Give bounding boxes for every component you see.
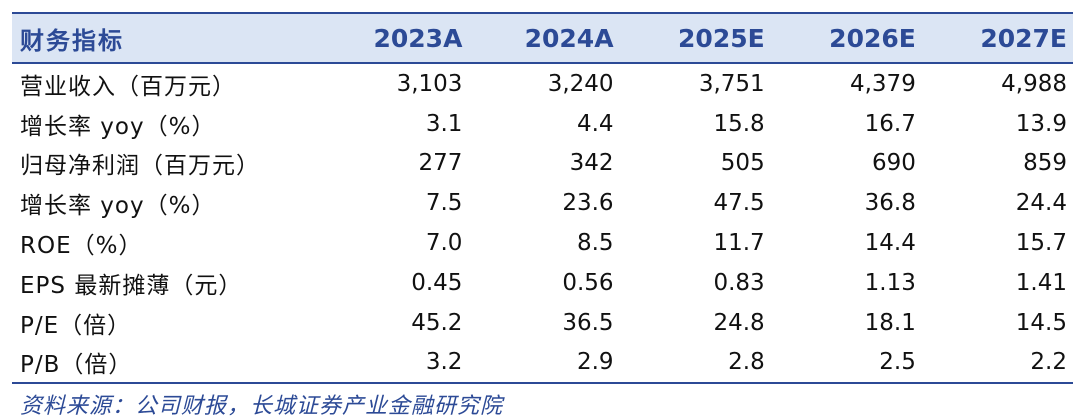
table-cell: 14.4 [864, 230, 916, 257]
table-cell: 4.4 [576, 110, 614, 137]
table-cell: 16.7 [864, 110, 916, 137]
table-cell: 14.5 [1015, 309, 1067, 336]
header-year-2024a: 2024A [524, 23, 614, 53]
table-cell: 2.9 [576, 349, 614, 376]
row-label: 营业收入（百万元） [20, 73, 236, 100]
row-label: ROE（%） [20, 233, 143, 260]
table-row: P/E（倍） 45.2 36.5 24.8 18.1 14.5 [12, 303, 1073, 343]
table-cell: 23.6 [562, 190, 614, 217]
table-cell: 1.41 [1015, 269, 1067, 296]
table-cell: 2.8 [728, 349, 765, 376]
header-year-2027e: 2027E [980, 23, 1067, 53]
table-cell: 24.8 [713, 309, 765, 336]
table-cell: 0.56 [562, 269, 614, 296]
table-cell: 0.45 [411, 269, 463, 296]
header-row: 财务指标 2023A 2024A 2025E 2026E 2027E [12, 13, 1073, 63]
table-cell: 3,103 [396, 70, 463, 97]
table-cell: 3,240 [547, 70, 614, 97]
row-label: 归母净利润（百万元） [20, 153, 260, 180]
source-note: 资料来源：公司财报，长城证券产业金融研究院 [20, 394, 504, 420]
table-cell: 4,988 [1001, 70, 1067, 97]
table-cell: 277 [418, 150, 463, 177]
table-row: 增长率 yoy（%） 7.5 23.6 47.5 36.8 24.4 [12, 183, 1073, 223]
table-cell: 8.5 [576, 230, 614, 257]
row-label: 增长率 yoy（%） [20, 193, 216, 220]
financial-indicators-table: 财务指标 2023A 2024A 2025E 2026E 2027E 营业收入（… [12, 12, 1073, 384]
table-cell: 15.8 [713, 110, 765, 137]
table-row: 营业收入（百万元） 3,103 3,240 3,751 4,379 4,988 [12, 63, 1073, 104]
row-label: EPS 最新摊薄（元） [20, 272, 243, 299]
table-cell: 1.13 [864, 269, 916, 296]
table-cell: 47.5 [713, 190, 765, 217]
table-cell: 13.9 [1015, 110, 1067, 137]
table-cell: 342 [569, 150, 614, 177]
table-row: 归母净利润（百万元） 277 342 505 690 859 [12, 144, 1073, 184]
table-cell: 2.2 [1030, 349, 1067, 376]
table-cell: 11.7 [713, 230, 765, 257]
table-cell: 7.5 [425, 190, 463, 217]
header-year-2026e: 2026E [829, 23, 916, 53]
table-cell: 18.1 [864, 309, 916, 336]
table-row: 增长率 yoy（%） 3.1 4.4 15.8 16.7 13.9 [12, 104, 1073, 144]
table-header: 财务指标 2023A 2024A 2025E 2026E 2027E [12, 13, 1073, 63]
table-cell: 36.8 [864, 190, 916, 217]
table-cell: 2.5 [879, 349, 916, 376]
table-cell: 0.83 [713, 269, 765, 296]
table-cell: 7.0 [425, 230, 463, 257]
table-cell: 3.2 [425, 349, 463, 376]
table-cell: 3,751 [698, 70, 765, 97]
financial-summary: 财务指标 2023A 2024A 2025E 2026E 2027E 营业收入（… [12, 12, 1073, 420]
table-row: ROE（%） 7.0 8.5 11.7 14.4 15.7 [12, 223, 1073, 263]
header-indicator: 财务指标 [20, 26, 124, 55]
table-cell: 690 [871, 150, 916, 177]
table-cell: 36.5 [562, 309, 614, 336]
table-cell: 4,379 [849, 70, 916, 97]
table-row: P/B（倍） 3.2 2.9 2.8 2.5 2.2 [12, 343, 1073, 384]
table-cell: 505 [720, 150, 765, 177]
row-label: P/E（倍） [20, 312, 132, 339]
table-cell: 15.7 [1015, 230, 1067, 257]
table-body: 营业收入（百万元） 3,103 3,240 3,751 4,379 4,988 … [12, 63, 1073, 384]
table-cell: 45.2 [411, 309, 463, 336]
header-year-2023a: 2023A [373, 23, 463, 53]
table-cell: 859 [1023, 150, 1067, 177]
row-label: 增长率 yoy（%） [20, 113, 216, 140]
table-cell: 24.4 [1015, 190, 1067, 217]
table-cell: 3.1 [425, 110, 463, 137]
row-label: P/B（倍） [20, 352, 133, 379]
table-row: EPS 最新摊薄（元） 0.45 0.56 0.83 1.13 1.41 [12, 263, 1073, 303]
header-year-2025e: 2025E [678, 23, 765, 53]
